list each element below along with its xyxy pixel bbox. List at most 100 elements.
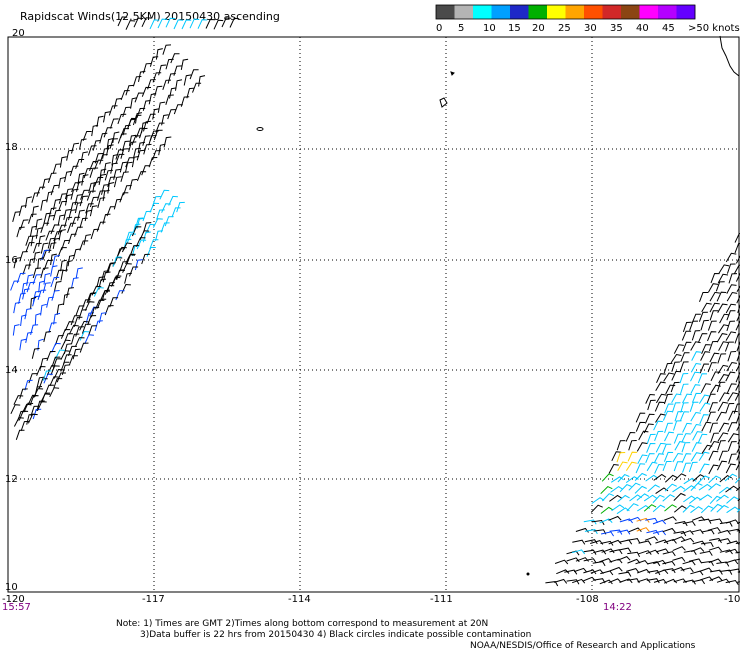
wind-barb [58, 229, 66, 241]
wind-barb [123, 185, 132, 196]
wind-barb [160, 222, 170, 233]
wind-barb [619, 578, 633, 584]
wind-barb [698, 483, 712, 491]
wind-barb [652, 530, 667, 536]
wind-barb [708, 546, 722, 552]
wind-barb [72, 348, 81, 360]
wind-barb [131, 155, 140, 168]
wind-barb [149, 202, 160, 213]
wind-barb [37, 401, 47, 411]
wind-barb [154, 85, 163, 97]
wind-barb [74, 337, 85, 347]
wind-barb [142, 100, 151, 111]
wind-barb [25, 242, 35, 253]
wind-barb [29, 225, 38, 237]
wind-barb [698, 394, 710, 404]
wind-barb [717, 273, 729, 284]
wind-barb [617, 529, 631, 535]
wind-barb [700, 505, 714, 514]
pass-time-left: 15:57 [2, 602, 31, 613]
wind-barb [84, 301, 95, 311]
wind-barb [564, 569, 578, 575]
wind-barb [38, 235, 46, 247]
wind-barb [103, 162, 111, 174]
wind-barb [157, 101, 166, 113]
wind-barb [726, 320, 736, 332]
wind-barb [48, 242, 57, 254]
wind-barb [664, 431, 674, 442]
wind-barb [662, 410, 673, 421]
wind-barb [109, 138, 118, 149]
wind-barb [117, 113, 127, 125]
wind-barb [50, 276, 60, 288]
wind-barb [113, 198, 122, 210]
wind-barb [636, 517, 650, 523]
wind-barb [30, 405, 40, 417]
wind-barb [67, 254, 75, 267]
wind-barb [707, 527, 721, 532]
wind-barb [701, 302, 712, 313]
wind-barb [673, 433, 683, 444]
wind-barb [158, 143, 166, 156]
wind-barb [138, 70, 146, 82]
wind-barb [635, 560, 649, 565]
wind-barb [213, 19, 224, 30]
wind-barb [175, 79, 183, 91]
wind-barb [663, 578, 678, 584]
legend-swatch [473, 5, 492, 19]
wind-barb [654, 463, 664, 474]
wind-barb [726, 496, 739, 504]
wind-barb [16, 226, 25, 238]
wind-barb [58, 201, 68, 212]
wind-barb [92, 181, 100, 193]
wind-barb [229, 17, 240, 28]
wind-barb [148, 157, 158, 168]
wind-barb [36, 400, 45, 411]
wind-barb [106, 263, 115, 274]
wind-barb [600, 485, 613, 495]
wind-barb [717, 303, 728, 314]
wind-barb [728, 273, 738, 284]
wind-barb [101, 184, 109, 195]
wind-barb [670, 353, 682, 364]
wind-barb [141, 86, 152, 97]
wind-barb [725, 371, 736, 382]
wind-barb [60, 259, 68, 272]
wind-barb [655, 381, 666, 391]
wind-barb [53, 312, 61, 325]
wind-barb [638, 550, 652, 555]
wind-barb [19, 338, 27, 351]
wind-barb [40, 199, 48, 211]
wind-barb [63, 293, 70, 306]
wind-barb [74, 226, 83, 237]
wind-barb [18, 205, 27, 217]
wind-barb [94, 320, 103, 331]
wind-barb [76, 181, 84, 192]
wind-barb [109, 118, 119, 129]
wind-barb [75, 267, 83, 279]
wind-barb [112, 131, 120, 143]
wind-barb [120, 171, 129, 182]
wind-barb [66, 287, 74, 299]
wind-barb [75, 326, 84, 337]
wind-barb [644, 413, 655, 424]
wind-barb [673, 492, 686, 501]
wind-barb [96, 115, 104, 128]
wind-barb [682, 579, 696, 585]
wind-barb [132, 223, 141, 235]
wind-barb [708, 558, 722, 564]
wind-barb [682, 520, 696, 526]
wind-barb [54, 335, 64, 346]
wind-barb [89, 160, 99, 171]
wind-barb [128, 141, 137, 153]
wind-barb [698, 311, 708, 322]
wind-barb [609, 494, 622, 502]
wind-barb [734, 558, 740, 561]
wind-barb [691, 392, 702, 403]
wind-barb [33, 388, 44, 398]
wind-barb [130, 97, 138, 109]
wind-barb [186, 87, 195, 99]
wind-barb [637, 454, 648, 465]
legend-label: 15 [508, 23, 521, 34]
wind-barb [87, 145, 97, 156]
